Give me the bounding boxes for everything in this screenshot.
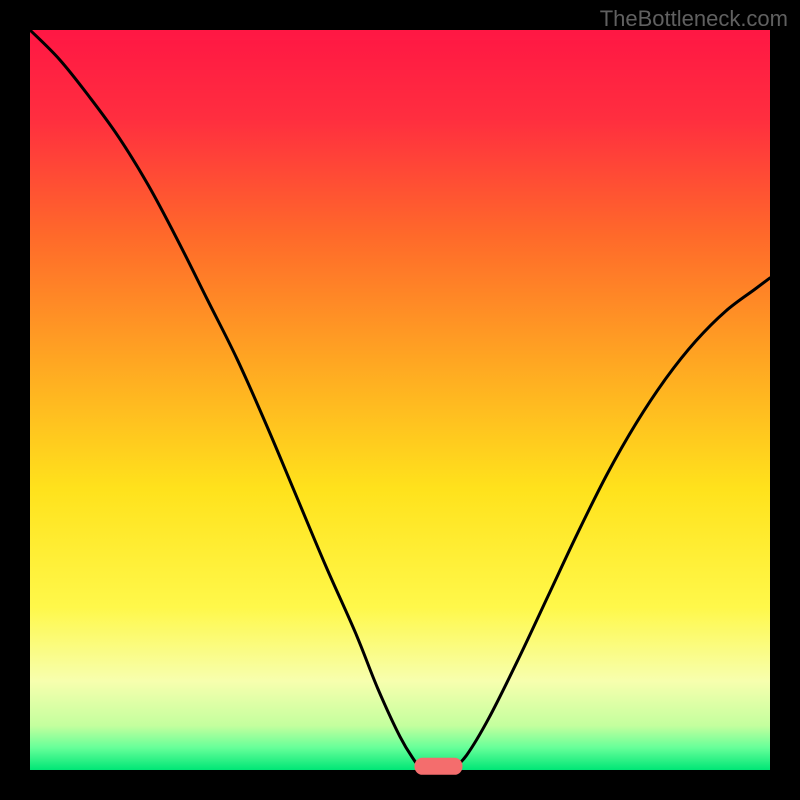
bottleneck-chart — [0, 0, 800, 800]
plot-area — [30, 30, 770, 770]
attribution-text: TheBottleneck.com — [600, 6, 788, 32]
trough-marker — [414, 758, 462, 775]
